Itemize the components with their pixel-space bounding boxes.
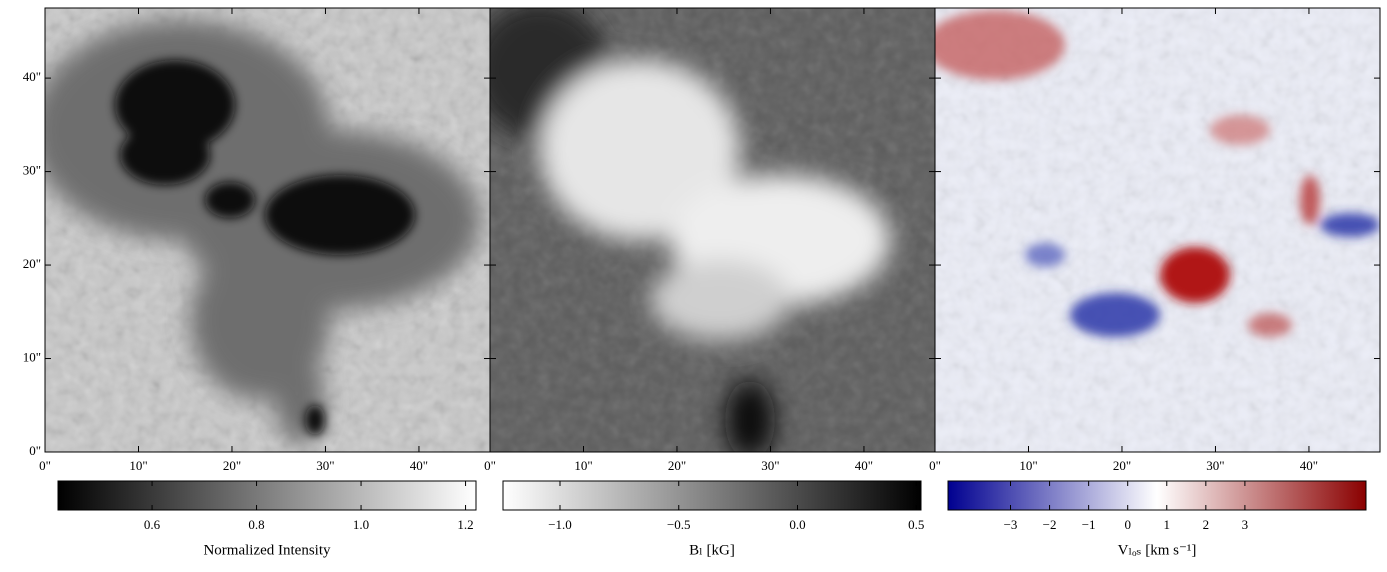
colorbar-tick-label: −3 bbox=[1004, 517, 1018, 532]
colorbar-tick-label: −1 bbox=[1082, 517, 1096, 532]
intensity-image bbox=[30, 8, 490, 452]
page: {"chart_data": [ {"type": "image", "xlim… bbox=[0, 0, 1387, 572]
x-tick-label: 20" bbox=[1113, 458, 1131, 473]
colorbar-tick-label: −1.0 bbox=[548, 517, 572, 532]
x-tick-label: 20" bbox=[668, 458, 686, 473]
colorbar-tick-label: 0.6 bbox=[144, 517, 161, 532]
colorbar-tick-label: −0.5 bbox=[667, 517, 691, 532]
x-tick-label: 10" bbox=[574, 458, 592, 473]
x-tick-label: 40" bbox=[410, 458, 428, 473]
x-tick-label: 30" bbox=[316, 458, 334, 473]
colorbar-label: Bₗ [kG] bbox=[689, 542, 735, 558]
colorbar-tick-label: −2 bbox=[1043, 517, 1057, 532]
velocity-image bbox=[925, 8, 1380, 452]
y-tick-label: 40" bbox=[23, 69, 41, 84]
x-tick-label: 30" bbox=[761, 458, 779, 473]
colorbar-label: Vₗₒₛ [km s⁻¹] bbox=[1118, 542, 1197, 558]
y-tick-label: 10" bbox=[23, 350, 41, 365]
x-tick-label: 0" bbox=[484, 458, 496, 473]
figure: 0"10"20"30"40"0"10"20"30"40"0.60.81.01.2… bbox=[0, 0, 1387, 572]
x-tick-label: 40" bbox=[1300, 458, 1318, 473]
x-tick-label: 10" bbox=[129, 458, 147, 473]
colorbar-tick-label: 1 bbox=[1164, 517, 1171, 532]
colorbar-tick-label: 0.8 bbox=[248, 517, 264, 532]
colorbar-tick-label: 0.5 bbox=[908, 517, 924, 532]
colorbar-tick-label: 1.0 bbox=[353, 517, 369, 532]
colorbar-tick-label: 1.2 bbox=[457, 517, 473, 532]
colorbar-tick-label: 2 bbox=[1203, 517, 1210, 532]
x-tick-label: 0" bbox=[929, 458, 941, 473]
magnetic-field-image bbox=[470, 0, 935, 460]
colorbar-tick-label: 0.0 bbox=[789, 517, 805, 532]
x-tick-label: 30" bbox=[1206, 458, 1224, 473]
x-tick-label: 40" bbox=[855, 458, 873, 473]
x-tick-label: 10" bbox=[1019, 458, 1037, 473]
y-tick-label: 30" bbox=[23, 163, 41, 178]
x-tick-label: 0" bbox=[39, 458, 51, 473]
colorbar bbox=[58, 481, 476, 510]
y-tick-label: 20" bbox=[23, 256, 41, 271]
colorbar bbox=[503, 481, 921, 510]
colorbar-label: Normalized Intensity bbox=[203, 542, 331, 558]
colorbar-tick-label: 3 bbox=[1242, 517, 1249, 532]
x-tick-label: 20" bbox=[223, 458, 241, 473]
colorbar-tick-label: 0 bbox=[1124, 517, 1131, 532]
y-tick-label: 0" bbox=[29, 443, 41, 458]
